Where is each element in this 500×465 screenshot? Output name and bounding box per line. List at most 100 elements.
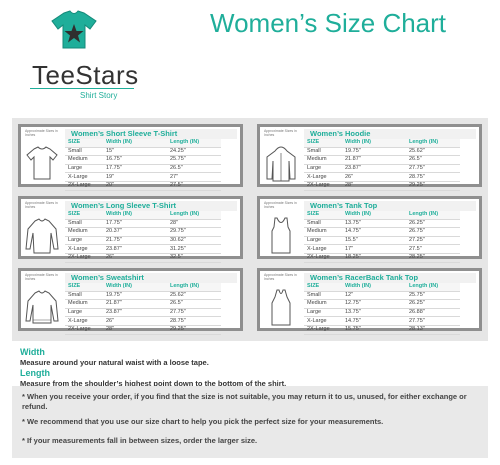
table-row: Large 23.87" 27.75" (304, 164, 460, 174)
column-header: SIZE (65, 139, 103, 148)
table-cell: X-Large (65, 316, 103, 326)
table-cell: 29.25" (406, 181, 460, 191)
table-cell: 27.75" (406, 164, 460, 174)
measure-note: Approximate Sizes in Inches (25, 201, 58, 209)
table-row: Medium 20.37" 29.75" (65, 227, 221, 237)
table-cell: 12.75" (342, 299, 406, 309)
table-row: Small 19.75" 25.62" (304, 147, 460, 157)
table-header-row: SIZE Width (IN) Length (IN) (304, 139, 460, 148)
table-cell: Medium (65, 227, 103, 237)
table-cell: 31.25" (167, 244, 221, 254)
size-card-title: Women’s Sweatshirt (65, 273, 237, 283)
table-cell: 2X-Large (65, 181, 103, 191)
table-cell: 26" (342, 172, 406, 182)
table-cell: 26.5" (167, 164, 221, 174)
length-heading: Length (20, 368, 50, 378)
table-cell: 26.5" (167, 299, 221, 309)
table-row: Small 19.75" 25.62" (65, 291, 221, 301)
table-cell: 27.75" (406, 316, 460, 326)
column-header: Width (IN) (342, 283, 406, 292)
size-card: Approximate Sizes in Inches Women’s Short… (18, 124, 243, 191)
table-cell: 2X-Large (304, 253, 342, 263)
page-title: Women’s Size Chart (210, 8, 447, 38)
table-cell: 14.75" (342, 227, 406, 237)
table-row: Medium 14.75" 26.75" (304, 227, 460, 237)
table-cell: 32.5" (167, 253, 221, 263)
table-row: X-Large 26" 28.75" (304, 172, 460, 182)
table-cell: 15.5" (342, 236, 406, 246)
size-card: Approximate Sizes in Inches Women’s Racer… (257, 268, 482, 335)
size-card-body: Approximate Sizes in Inches Women’s Racer… (260, 271, 479, 335)
size-charts-panel: Approximate Sizes in Inches Women’s Short… (12, 118, 488, 341)
width-text: Measure around your natural waist with a… (20, 358, 209, 367)
column-header: SIZE (65, 283, 103, 292)
table-cell: 30.62" (167, 236, 221, 246)
table-cell: 24.25" (167, 147, 221, 157)
table-cell: 21.75" (103, 236, 167, 246)
table-cell: 25.75" (406, 291, 460, 301)
table-cell: 17.75" (103, 164, 167, 174)
table-cell: 2X-Large (304, 181, 342, 191)
table-cell: 17.75" (103, 219, 167, 229)
size-table: SIZE Width (IN) Length (IN) Small 19.75" 25.6… (304, 139, 460, 191)
note-in-between: * If your measurements fall in between s… (22, 436, 258, 445)
table-cell: 19" (103, 172, 167, 182)
table-cell: 27.5" (167, 181, 221, 191)
note-return-policy: * When you receive your order, if you fi… (22, 392, 467, 411)
table-cell: 28.25" (406, 253, 460, 263)
note-recommendation: * We recommend that you use our size cha… (22, 417, 384, 426)
size-card-title: Women’s Hoodie (304, 129, 476, 139)
table-row: Medium 21.87" 26.5" (65, 299, 221, 309)
column-header: Length (IN) (167, 211, 221, 220)
table-row: Large 17.75" 26.5" (65, 164, 221, 174)
brand-underline (30, 88, 134, 89)
table-row: 2X-Large 26" 32.5" (65, 253, 221, 263)
table-cell: 16.75" (103, 155, 167, 165)
table-cell: 28.75" (167, 316, 221, 326)
table-cell: 26" (103, 253, 167, 263)
table-header-row: SIZE Width (IN) Length (IN) (65, 283, 221, 292)
table-cell: 17" (342, 244, 406, 254)
table-cell: 13.75" (342, 308, 406, 318)
table-row: Small 17.75" 28" (65, 219, 221, 229)
table-row: Small 15" 24.25" (65, 147, 221, 157)
measure-note: Approximate Sizes in Inches (25, 129, 58, 137)
table-cell: 20.37" (103, 227, 167, 237)
table-row: X-Large 17" 27.5" (304, 244, 460, 254)
column-header: Length (IN) (406, 283, 460, 292)
size-card-body: Approximate Sizes in Inches Women’s Sweat… (21, 271, 240, 335)
size-card-title: Women’s RacerBack Tank Top (304, 273, 476, 283)
table-cell: 29.75" (167, 227, 221, 237)
table-header-row: SIZE Width (IN) Length (IN) (65, 211, 221, 220)
table-cell: 2X-Large (65, 253, 103, 263)
measure-note: Approximate Sizes in Inches (264, 273, 297, 281)
table-cell: 21.87" (103, 299, 167, 309)
table-row: X-Large 14.75" 27.75" (304, 316, 460, 326)
table-cell: 28.75" (406, 172, 460, 182)
table-row: Large 15.5" 27.25" (304, 236, 460, 246)
size-card: Approximate Sizes in Inches Women’s Hoodi… (257, 124, 482, 191)
table-cell: Medium (304, 155, 342, 165)
size-table: SIZE Width (IN) Length (IN) Small 12" 25.75" M… (304, 283, 460, 335)
size-card: Approximate Sizes in Inches Women’s Long … (18, 196, 243, 263)
table-cell: 18.25" (342, 253, 406, 263)
table-header-row: SIZE Width (IN) Length (IN) (304, 283, 460, 292)
table-row: X-Large 19" 27" (65, 172, 221, 182)
notes-box: * When you receive your order, if you fi… (12, 386, 488, 458)
column-header: Length (IN) (406, 211, 460, 220)
table-cell: 25.62" (167, 291, 221, 301)
table-cell: Small (65, 291, 103, 301)
table-cell: X-Large (304, 316, 342, 326)
size-table: SIZE Width (IN) Length (IN) Small 15" 24.25" M… (65, 139, 221, 191)
racerback-tank-icon (263, 287, 299, 327)
measure-note: Approximate Sizes in Inches (264, 129, 297, 137)
size-card-body: Approximate Sizes in Inches Women’s Short… (21, 127, 240, 191)
table-cell: Small (65, 219, 103, 229)
size-table: SIZE Width (IN) Length (IN) Small 19.75" 25.6… (65, 283, 221, 335)
table-row: Medium 12.75" 26.25" (304, 299, 460, 309)
table-cell: X-Large (65, 244, 103, 254)
table-cell: 26.88" (406, 308, 460, 318)
table-cell: Small (65, 147, 103, 157)
table-cell: X-Large (65, 172, 103, 182)
table-cell: Large (304, 164, 342, 174)
